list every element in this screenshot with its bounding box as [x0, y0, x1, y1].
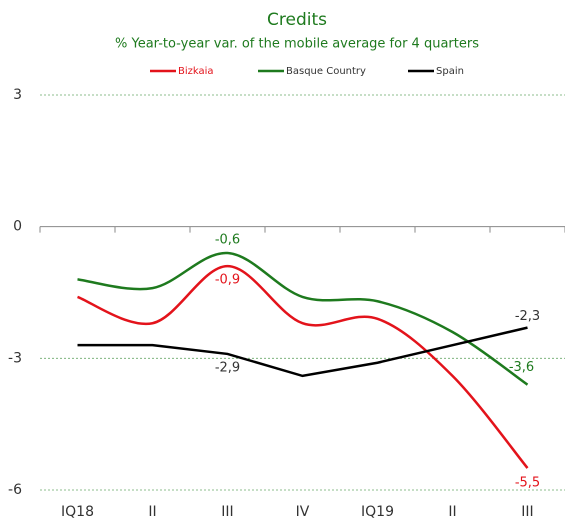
x-tick-label: IQ18	[61, 504, 94, 520]
x-tick-label: IQ19	[361, 504, 394, 520]
data-label: -2,3	[515, 309, 540, 324]
data-label: -0,9	[215, 273, 240, 288]
y-tick-label: -6	[8, 482, 22, 498]
data-label: -3,6	[509, 360, 534, 375]
series-line	[77, 264, 529, 469]
x-tick-label: III	[221, 504, 233, 520]
x-tick-label: IV	[296, 504, 310, 520]
data-label: -5,5	[515, 476, 540, 491]
data-label: -2,9	[215, 360, 240, 375]
chart-title: Credits	[267, 10, 327, 30]
x-tick-label: II	[148, 504, 156, 520]
y-tick-label: 0	[13, 219, 22, 235]
data-label: -0,6	[215, 233, 240, 248]
series-line	[77, 251, 529, 386]
x-tick-label: II	[448, 504, 456, 520]
y-tick-label: 3	[13, 87, 22, 103]
series-line	[77, 326, 528, 378]
legend-label: Basque Country	[286, 66, 366, 77]
legend-label: Spain	[436, 66, 464, 77]
x-tick-label: III	[521, 504, 533, 520]
chart-subtitle: % Year-to-year var. of the mobile averag…	[115, 37, 479, 52]
y-tick-label: -3	[8, 350, 22, 366]
legend-label: Bizkaia	[178, 66, 214, 77]
